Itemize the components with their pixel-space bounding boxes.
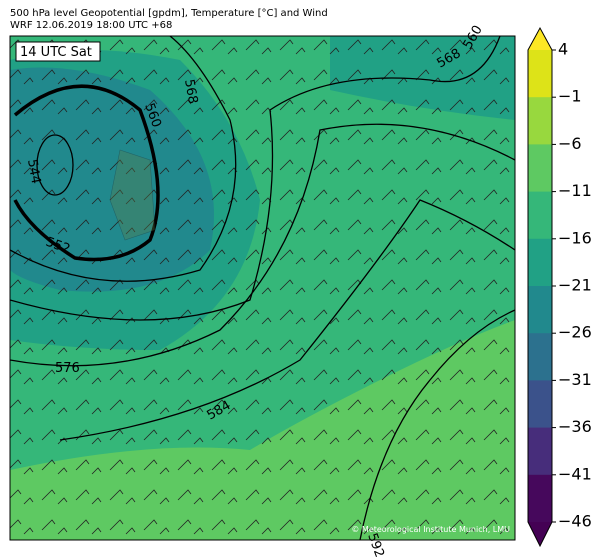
contour-label: 568 [181, 78, 200, 105]
time-label: 14 UTC Sat [20, 45, 92, 60]
title: 500 hPa level Geopotential [gpdm], Tempe… [10, 8, 328, 19]
colorbar-tick-label: −36 [558, 417, 592, 436]
colorbar: 4 −1 −6 −11 −16 −21 −26 −31 −36 −41 −46 [527, 26, 592, 548]
colorbar-extend [528, 522, 552, 546]
map-frame [9, 35, 516, 541]
colorbar-band [528, 50, 552, 98]
map [10, 36, 515, 540]
colorbar-band [528, 427, 552, 476]
colorbar-tick-label: −6 [558, 134, 582, 153]
colorbar-tick-label: −11 [558, 181, 592, 200]
colorbar-band [528, 380, 552, 429]
credit: © Meteorological Institute Munich, LMU [351, 525, 510, 534]
colorbar-band [528, 144, 552, 193]
colorbar-tick-label: −26 [558, 323, 592, 342]
colorbar-band [528, 97, 552, 145]
contour-label: 544 [24, 158, 43, 185]
colorbar-tick-label: −41 [558, 464, 592, 483]
colorbar-tick-label: −31 [558, 370, 592, 389]
contour-label: 576 [55, 361, 80, 376]
colorbar-extend [528, 28, 552, 50]
colorbar-band [528, 286, 552, 334]
colorbar-tick-label: −1 [558, 87, 582, 106]
colorbar-band [528, 333, 552, 381]
colorbar-tick-label: −46 [558, 512, 592, 531]
colorbar-tick-label: 4 [558, 40, 568, 59]
subtitle: WRF 12.06.2019 18:00 UTC +68 [10, 20, 172, 31]
colorbar-band [528, 191, 552, 240]
colorbar-band [528, 238, 552, 287]
time-box [15, 41, 101, 62]
colorbar-band [528, 474, 552, 523]
colorbar-tick-label: −16 [558, 228, 592, 247]
contour-label: 592 [364, 531, 387, 558]
colorbar-tick-label: −21 [558, 276, 592, 295]
